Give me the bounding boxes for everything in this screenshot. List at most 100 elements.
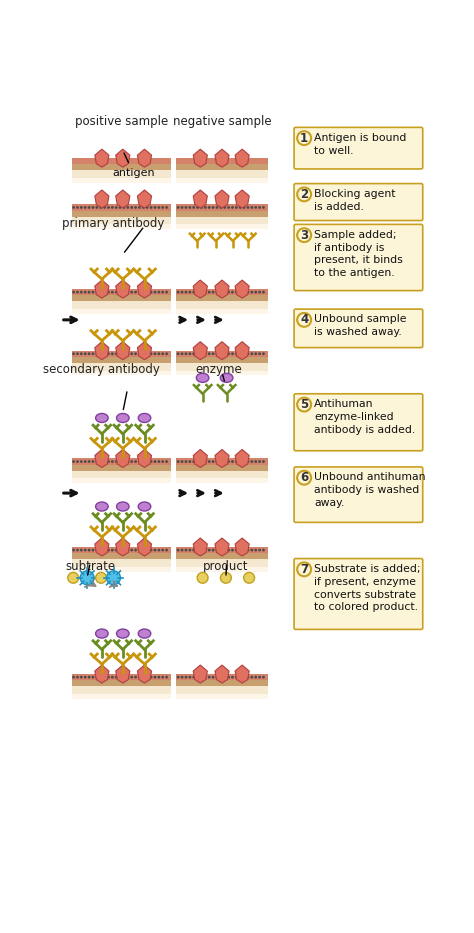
Circle shape bbox=[146, 353, 149, 355]
Circle shape bbox=[88, 675, 91, 678]
Circle shape bbox=[192, 460, 195, 463]
Text: negative sample: negative sample bbox=[173, 115, 271, 128]
Circle shape bbox=[219, 675, 222, 678]
Circle shape bbox=[297, 563, 311, 577]
Circle shape bbox=[107, 460, 110, 463]
Circle shape bbox=[297, 132, 311, 145]
Circle shape bbox=[84, 291, 87, 294]
Polygon shape bbox=[235, 450, 249, 467]
Circle shape bbox=[115, 206, 118, 209]
Circle shape bbox=[107, 291, 110, 294]
Bar bbox=[72, 687, 171, 694]
Circle shape bbox=[246, 549, 249, 551]
Circle shape bbox=[115, 291, 118, 294]
Polygon shape bbox=[137, 190, 152, 208]
Circle shape bbox=[200, 291, 203, 294]
Circle shape bbox=[262, 291, 265, 294]
Circle shape bbox=[91, 549, 94, 551]
Circle shape bbox=[231, 206, 234, 209]
Circle shape bbox=[192, 353, 195, 355]
Ellipse shape bbox=[196, 373, 209, 383]
Circle shape bbox=[297, 397, 311, 411]
Circle shape bbox=[227, 353, 230, 355]
Bar bbox=[72, 680, 171, 687]
Text: product: product bbox=[203, 560, 249, 573]
Circle shape bbox=[161, 675, 164, 678]
Circle shape bbox=[142, 675, 145, 678]
Circle shape bbox=[142, 460, 145, 463]
Circle shape bbox=[111, 291, 114, 294]
Circle shape bbox=[84, 460, 87, 463]
Circle shape bbox=[227, 549, 230, 551]
Circle shape bbox=[250, 675, 253, 678]
Bar bbox=[72, 171, 171, 178]
Circle shape bbox=[197, 573, 208, 583]
Circle shape bbox=[243, 675, 246, 678]
Circle shape bbox=[204, 675, 207, 678]
Circle shape bbox=[255, 675, 257, 678]
Polygon shape bbox=[193, 341, 207, 359]
Circle shape bbox=[239, 460, 242, 463]
Bar bbox=[72, 559, 171, 567]
Circle shape bbox=[146, 549, 149, 551]
Circle shape bbox=[258, 675, 261, 678]
Circle shape bbox=[231, 675, 234, 678]
Circle shape bbox=[216, 460, 219, 463]
Circle shape bbox=[192, 549, 195, 551]
Bar bbox=[72, 363, 171, 370]
Polygon shape bbox=[215, 341, 229, 359]
Polygon shape bbox=[116, 450, 130, 467]
Circle shape bbox=[80, 353, 83, 355]
Bar bbox=[176, 479, 268, 483]
Circle shape bbox=[134, 675, 137, 678]
Circle shape bbox=[161, 206, 164, 209]
Circle shape bbox=[127, 675, 129, 678]
Text: primary antibody: primary antibody bbox=[62, 217, 164, 230]
Ellipse shape bbox=[96, 629, 108, 638]
Circle shape bbox=[239, 206, 242, 209]
FancyBboxPatch shape bbox=[294, 466, 423, 522]
Circle shape bbox=[200, 353, 203, 355]
Circle shape bbox=[208, 353, 210, 355]
Circle shape bbox=[262, 460, 265, 463]
Bar bbox=[72, 547, 171, 553]
Circle shape bbox=[196, 353, 199, 355]
Circle shape bbox=[157, 291, 160, 294]
Circle shape bbox=[118, 291, 121, 294]
Circle shape bbox=[165, 675, 168, 678]
Circle shape bbox=[130, 675, 133, 678]
Circle shape bbox=[161, 460, 164, 463]
Circle shape bbox=[262, 353, 265, 355]
Bar bbox=[176, 211, 268, 216]
Circle shape bbox=[134, 353, 137, 355]
Circle shape bbox=[181, 675, 183, 678]
Circle shape bbox=[123, 206, 125, 209]
Circle shape bbox=[189, 291, 191, 294]
Circle shape bbox=[103, 353, 106, 355]
Circle shape bbox=[161, 549, 164, 551]
Circle shape bbox=[138, 460, 141, 463]
Circle shape bbox=[231, 460, 234, 463]
Circle shape bbox=[142, 206, 145, 209]
Circle shape bbox=[212, 460, 214, 463]
Circle shape bbox=[146, 675, 149, 678]
Circle shape bbox=[200, 675, 203, 678]
Circle shape bbox=[123, 549, 125, 551]
Bar bbox=[176, 164, 268, 171]
Polygon shape bbox=[116, 665, 130, 683]
Bar bbox=[72, 694, 171, 699]
Text: 2: 2 bbox=[300, 188, 308, 201]
Circle shape bbox=[142, 549, 145, 551]
Circle shape bbox=[111, 549, 114, 551]
Polygon shape bbox=[137, 665, 152, 683]
Circle shape bbox=[88, 460, 91, 463]
Circle shape bbox=[100, 206, 102, 209]
Circle shape bbox=[262, 675, 265, 678]
Ellipse shape bbox=[138, 413, 151, 423]
Circle shape bbox=[231, 353, 234, 355]
Polygon shape bbox=[235, 149, 249, 167]
Polygon shape bbox=[116, 341, 130, 359]
Circle shape bbox=[80, 291, 83, 294]
Circle shape bbox=[118, 460, 121, 463]
Circle shape bbox=[80, 675, 83, 678]
